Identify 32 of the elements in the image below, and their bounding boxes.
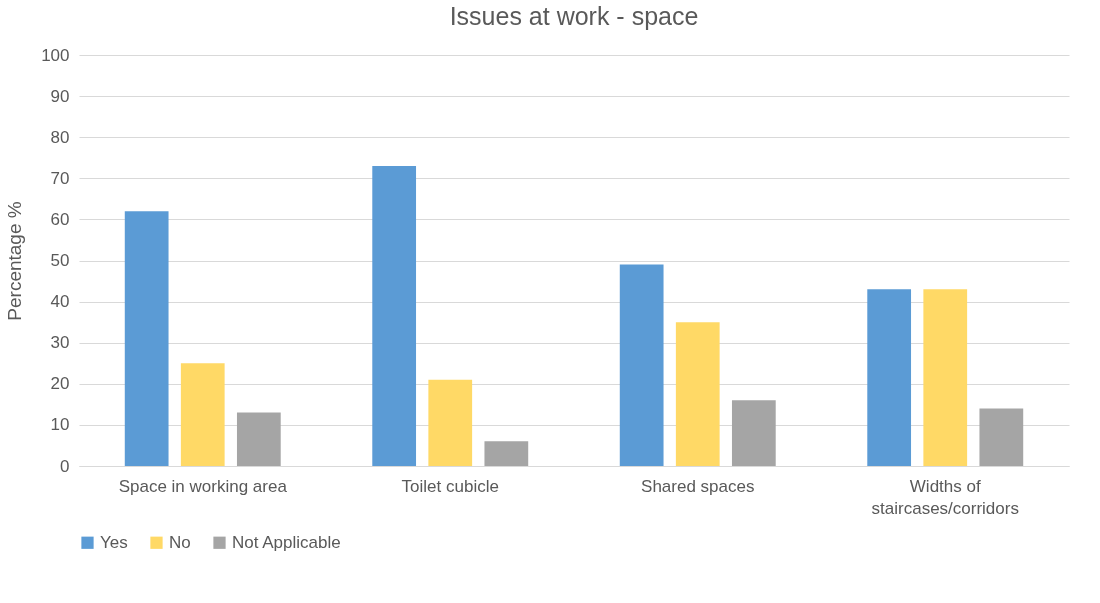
y-tick-label: 60 bbox=[50, 209, 70, 229]
bar bbox=[867, 289, 912, 466]
bar bbox=[428, 379, 473, 466]
bar bbox=[236, 412, 281, 466]
x-tick-label: Toilet cubicle bbox=[401, 476, 499, 496]
y-tick-label: 40 bbox=[50, 292, 70, 312]
y-tick-label: 80 bbox=[50, 127, 70, 147]
bar bbox=[731, 400, 776, 466]
y-tick-label: 50 bbox=[50, 251, 70, 270]
x-tick-label: Shared spaces bbox=[641, 476, 755, 496]
y-tick-label: 90 bbox=[50, 86, 70, 106]
y-tick-label: 10 bbox=[50, 415, 70, 435]
legend-label: Not Applicable bbox=[232, 532, 341, 552]
x-tick-label: Widths of staircases/corridors bbox=[871, 476, 1019, 518]
bar bbox=[619, 264, 664, 466]
chart-title: Issues at work - space bbox=[449, 2, 699, 30]
legend-label: Yes bbox=[100, 532, 128, 552]
bar bbox=[124, 211, 169, 466]
y-tick-label: 20 bbox=[50, 374, 70, 394]
y-tick-label: 30 bbox=[50, 333, 70, 353]
legend-label: No bbox=[169, 532, 191, 552]
bar bbox=[979, 408, 1024, 466]
y-tick-label: 100 bbox=[41, 45, 70, 65]
bar bbox=[675, 322, 720, 466]
x-tick-label: Space in working area bbox=[118, 476, 288, 496]
bar bbox=[372, 165, 417, 466]
y-tick-label: 70 bbox=[50, 168, 70, 188]
bar bbox=[923, 289, 968, 466]
y-axis-title: Percentage % bbox=[4, 201, 26, 321]
bar bbox=[180, 363, 225, 466]
y-tick-label: 0 bbox=[60, 456, 70, 476]
bar bbox=[484, 441, 529, 466]
